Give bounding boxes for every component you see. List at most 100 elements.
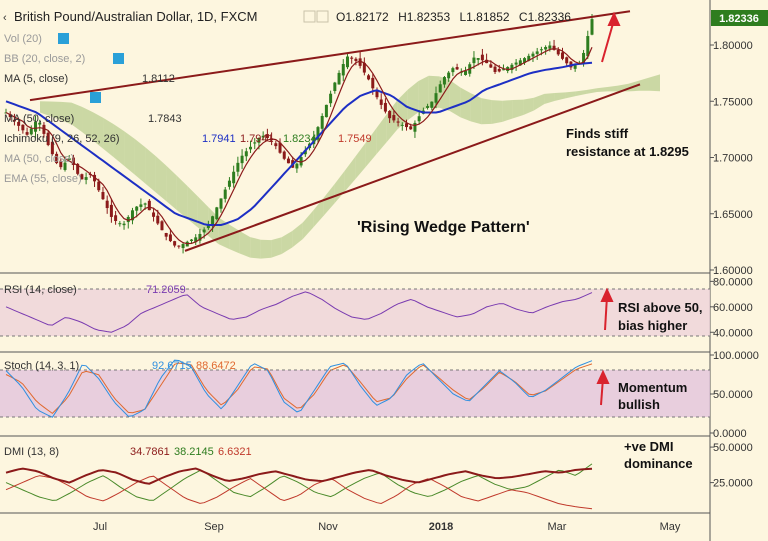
candle-body — [232, 171, 236, 184]
resistance-note-line2: resistance at 1.8295 — [566, 144, 689, 159]
cloud-segment — [544, 93, 555, 105]
indicator-ma5-label: MA (5, close) — [4, 73, 68, 85]
dmi-axis: 25.0000 50.0000 — [710, 442, 753, 490]
rsi-axis: 40.0000 60.0000 80.0000 — [710, 276, 753, 339]
cloud-segment — [82, 106, 93, 141]
level-lines — [0, 288, 710, 418]
stoch-tick: 0.0000 — [713, 428, 747, 440]
candle-body — [12, 119, 16, 122]
low-value: 1.81852 — [466, 10, 510, 24]
header: ‹ British Pound/Australian Dollar, 1D, F… — [3, 9, 571, 24]
candle-body — [464, 70, 468, 75]
candle-body — [265, 134, 269, 138]
candle-body — [236, 162, 240, 172]
stoch-d-value: 88.6472 — [196, 360, 236, 372]
cloud-segment — [596, 87, 608, 93]
header-more-button[interactable] — [316, 10, 329, 23]
candle-body — [253, 142, 257, 144]
indicator-bb-visibility-icon[interactable] — [113, 53, 124, 64]
cloud-segment — [323, 184, 335, 216]
rsi-tick: 60.0000 — [713, 302, 753, 314]
candle-body — [139, 204, 143, 207]
cloud-segment — [61, 101, 72, 125]
rsi-band — [0, 289, 710, 336]
time-tick: Jul — [93, 521, 107, 533]
candle-body — [358, 58, 362, 66]
dmi-plus-line — [5, 463, 593, 501]
cloud-segment — [449, 80, 461, 118]
indicator-bb-label: BB (20, close, 2) — [4, 53, 85, 65]
cloud-segment — [281, 231, 293, 255]
time-tick: Sep — [204, 521, 224, 533]
cloud-segment — [71, 102, 83, 133]
cloud-segment — [124, 131, 135, 175]
candle-body — [97, 181, 101, 191]
candle-body — [586, 36, 590, 57]
cloud-segment — [386, 100, 398, 142]
candle-body — [211, 216, 215, 227]
candle-body — [573, 65, 577, 69]
ichimoku-value-1: 1.7941 — [202, 133, 236, 145]
candle-body — [590, 19, 594, 35]
cloud-segment — [292, 222, 303, 248]
cloud-segment — [50, 101, 62, 121]
candle-body — [539, 49, 543, 51]
candle-body — [350, 57, 354, 59]
candle-body — [371, 77, 375, 89]
candle-body — [42, 124, 46, 134]
candle-body — [156, 215, 160, 224]
dmi-tick: 50.0000 — [713, 442, 753, 454]
dmi-minus-line — [5, 475, 593, 510]
rsi-line — [5, 291, 593, 333]
candle-body — [274, 143, 278, 147]
header-settings-button[interactable] — [303, 10, 316, 23]
cloud-segment — [439, 76, 450, 111]
candle-body — [375, 89, 379, 98]
candle-body — [493, 66, 497, 72]
candle-body — [223, 189, 227, 199]
cloud-segment — [155, 156, 167, 202]
candle-body — [476, 58, 480, 60]
price-tick: 1.80000 — [713, 40, 753, 52]
indicator-vol-visibility-icon[interactable] — [58, 33, 69, 44]
cloud-segment — [638, 77, 650, 91]
price-tick: 1.65000 — [713, 209, 753, 221]
indicator-ema-label: EMA (55, close) — [4, 173, 82, 185]
candle-body — [135, 206, 139, 211]
cloud-segment — [502, 100, 513, 122]
stoch-note-line2: bullish — [618, 397, 660, 412]
arrow-price — [601, 19, 615, 63]
candle-body — [341, 64, 345, 76]
ichimoku-value-4: 1.7549 — [338, 133, 372, 145]
candle-body — [560, 52, 564, 59]
price-axis: 1.60000 1.65000 1.70000 1.75000 1.80000 — [710, 40, 753, 277]
candle-body — [25, 132, 29, 135]
candle-body — [101, 192, 105, 200]
candle-body — [497, 68, 501, 72]
cloud-segment — [250, 237, 261, 259]
candle-body — [177, 245, 181, 247]
candle-body — [455, 67, 459, 70]
candle-body — [198, 233, 202, 241]
candle-body — [59, 161, 63, 168]
wedge-upper-line — [29, 10, 631, 102]
candle-body — [510, 64, 514, 71]
cloud-segment — [575, 89, 587, 97]
collapse-icon[interactable]: ‹ — [3, 12, 7, 24]
candle-body — [67, 158, 71, 161]
indicator-ma50-visibility-icon[interactable] — [90, 92, 101, 103]
svg-text:O1.82172 H1.82353: O1.82172 H1.82353 L1.81852 C1.82336 — [336, 10, 571, 24]
cloud-segment — [239, 231, 251, 258]
candle-body — [480, 54, 484, 61]
price-candles — [4, 13, 594, 254]
candle-body — [544, 46, 548, 50]
candle-body — [219, 198, 223, 209]
indicator-ma50b-label: MA (50, close) — [4, 153, 74, 165]
annotation-arrows — [596, 11, 621, 406]
candle-body — [295, 163, 299, 169]
candle-body — [430, 101, 434, 108]
candle-body — [21, 124, 25, 131]
cloud-segment — [271, 237, 282, 258]
